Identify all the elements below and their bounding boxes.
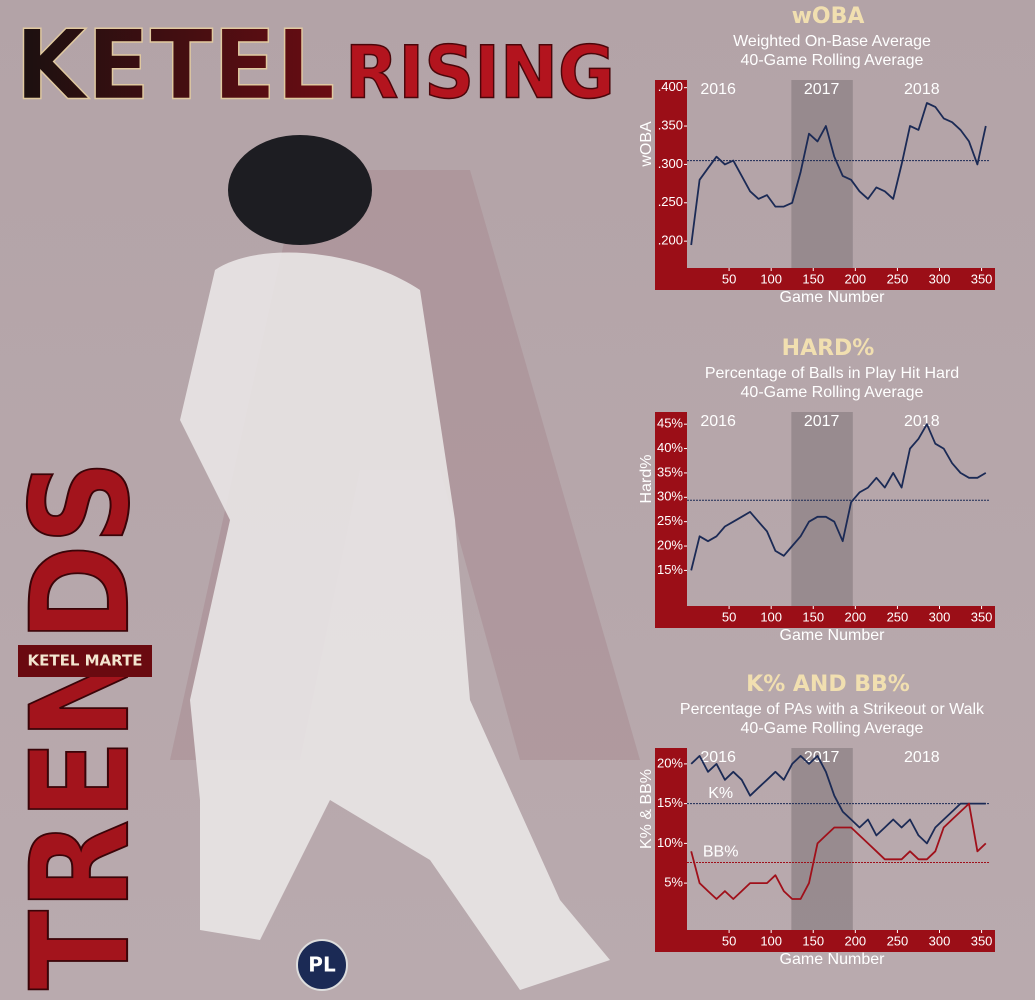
shaded-region xyxy=(791,412,853,606)
chart-subtitle: 40-Game Rolling Average xyxy=(741,384,924,401)
reference-label: BB% xyxy=(703,844,739,861)
year-label: 2017 xyxy=(804,81,840,98)
y-tick-label: 15% xyxy=(657,562,683,577)
logo-text: PL xyxy=(308,953,336,977)
chart-subtitle: Percentage of PAs with a Strikeout or Wa… xyxy=(680,701,985,718)
player-badge xyxy=(18,645,152,677)
axis-bar-bottom xyxy=(655,268,995,290)
y-tick-label: .300 xyxy=(658,156,683,171)
y-tick-label: 20% xyxy=(657,537,683,552)
y-tick-label: .400 xyxy=(658,79,683,94)
year-label: 2016 xyxy=(700,413,736,430)
x-tick-label: 150 xyxy=(802,933,824,948)
reference-label: K% xyxy=(708,785,733,802)
y-tick-label: 15% xyxy=(657,795,683,810)
year-label: 2017 xyxy=(804,749,840,766)
data-line xyxy=(690,102,987,246)
x-tick-label: 150 xyxy=(802,609,824,624)
y-tick-label: 10% xyxy=(657,835,683,850)
y-tick-label: .350 xyxy=(658,117,683,132)
y-tick-label: .250 xyxy=(658,194,683,209)
x-axis-label: Game Number xyxy=(780,289,886,306)
year-label: 2018 xyxy=(904,413,940,430)
chart-title: HARD% xyxy=(782,336,875,361)
y-axis-label: wOBA xyxy=(638,121,655,168)
chart-subtitle: Weighted On-Base Average xyxy=(733,33,931,50)
axis-bar-left xyxy=(655,412,687,628)
year-label: 2018 xyxy=(904,81,940,98)
chart-subtitle: 40-Game Rolling Average xyxy=(741,52,924,69)
x-tick-label: 100 xyxy=(760,271,782,286)
x-tick-label: 50 xyxy=(722,271,736,286)
chart-subtitle: Percentage of Balls in Play Hit Hard xyxy=(705,365,959,382)
x-axis-label: Game Number xyxy=(780,951,886,968)
x-tick-label: 200 xyxy=(844,933,866,948)
x-tick-label: 200 xyxy=(844,271,866,286)
x-tick-label: 350 xyxy=(971,271,993,286)
data-line xyxy=(690,423,987,571)
y-tick-label: 40% xyxy=(657,440,683,455)
y-tick-label: 30% xyxy=(657,489,683,504)
x-tick-label: 100 xyxy=(760,609,782,624)
y-tick-label: 45% xyxy=(657,416,683,431)
title-left: KETEL xyxy=(15,9,335,121)
year-label: 2018 xyxy=(904,749,940,766)
title-right: RISING xyxy=(345,31,615,115)
chart-title: wOBA xyxy=(792,4,865,29)
chart-title: K% AND BB% xyxy=(746,672,910,697)
chart-subtitle: 40-Game Rolling Average xyxy=(741,720,924,737)
x-tick-label: 50 xyxy=(722,609,736,624)
axis-bar-bottom xyxy=(655,930,995,952)
y-axis-label: K% & BB% xyxy=(638,769,655,849)
player-silhouette xyxy=(180,252,610,991)
logo-badge xyxy=(296,939,348,991)
year-label: 2016 xyxy=(700,81,736,98)
year-label: 2017 xyxy=(804,413,840,430)
x-tick-label: 50 xyxy=(722,933,736,948)
x-tick-label: 350 xyxy=(971,609,993,624)
axis-bar-left xyxy=(655,748,687,952)
y-tick-label: 20% xyxy=(657,755,683,770)
y-tick-label: 25% xyxy=(657,513,683,528)
x-tick-label: 100 xyxy=(760,933,782,948)
y-tick-label: 5% xyxy=(664,875,683,890)
x-tick-label: 300 xyxy=(929,609,951,624)
x-tick-label: 350 xyxy=(971,933,993,948)
x-tick-label: 300 xyxy=(929,933,951,948)
player-name: KETEL MARTE xyxy=(27,652,142,670)
x-tick-label: 250 xyxy=(887,609,909,624)
x-tick-label: 150 xyxy=(802,271,824,286)
year-label: 2016 xyxy=(700,749,736,766)
x-tick-label: 300 xyxy=(929,271,951,286)
data-line xyxy=(690,755,986,845)
y-axis-label: Hard% xyxy=(638,455,655,504)
x-tick-label: 250 xyxy=(887,933,909,948)
data-line xyxy=(690,802,987,900)
helmet xyxy=(228,135,372,245)
axis-bar-bottom xyxy=(655,606,995,628)
y-tick-label: .200 xyxy=(658,233,683,248)
y-tick-label: 35% xyxy=(657,464,683,479)
x-tick-label: 200 xyxy=(844,609,866,624)
vertical-title: TRENDS xyxy=(2,460,159,990)
x-tick-label: 250 xyxy=(887,271,909,286)
x-axis-label: Game Number xyxy=(780,627,886,644)
axis-bar-left xyxy=(655,80,687,290)
